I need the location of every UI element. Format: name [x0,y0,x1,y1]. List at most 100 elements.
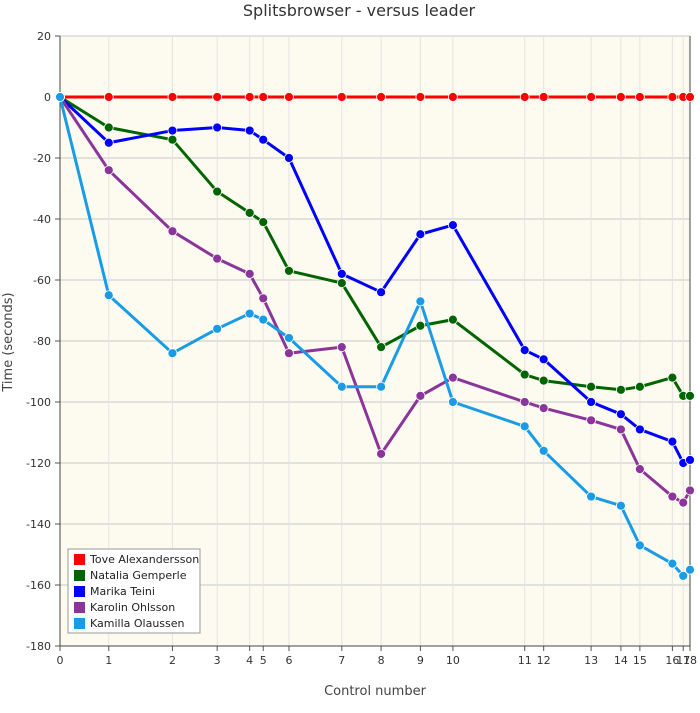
data-point [685,455,695,465]
series-4 [55,92,695,581]
x-tick-label: 1 [105,654,112,667]
series [55,92,695,581]
data-point [685,485,695,496]
data-point [616,424,626,435]
data-point [212,122,223,133]
data-point [678,497,689,508]
x-tick-label: 11 [518,654,532,667]
y-axis-label: Time (seconds) [1,292,16,392]
data-point [284,333,294,343]
x-tick-label: 3 [214,654,221,667]
data-point [258,134,269,145]
data-point [212,186,223,197]
y-tick-label: -100 [26,396,51,409]
data-point [284,153,294,163]
legend-swatch [74,586,85,597]
x-tick-label: 18 [683,654,697,667]
data-point [336,381,347,392]
data-point [284,92,294,102]
legend-entry: Natalia Gemperle [90,569,187,582]
data-point [678,570,689,581]
data-point [667,491,678,502]
x-tick-label: 15 [633,654,647,667]
x-tick-label: 12 [537,654,551,667]
x-tick-label: 17 [676,654,690,667]
data-point [244,92,255,102]
data-point [634,92,645,102]
data-point [244,308,255,319]
data-point [336,278,347,288]
data-point [448,220,458,231]
data-point [103,122,114,133]
data-point [415,390,426,401]
x-tick-label: 9 [417,654,424,667]
x-tick-label: 16 [665,654,679,667]
y-tick-label: -80 [33,335,51,348]
data-point [634,424,645,435]
data-point [519,369,530,380]
legend-swatch [74,602,85,613]
legend-swatch [74,554,85,565]
data-point [167,134,178,145]
legend-box [67,548,201,634]
y-tick-label: -180 [26,640,51,653]
data-point [448,397,458,407]
data-point [258,92,269,102]
x-tick-label: 8 [378,654,385,667]
data-point [586,92,596,102]
legend-entry: Kamilla Olaussen [90,617,185,630]
data-point [616,92,626,102]
data-point [634,540,645,551]
data-point [667,436,678,447]
data-point [212,92,223,102]
x-tick-label: 13 [584,654,598,667]
data-point [586,491,596,502]
data-point [167,92,178,102]
legend-entry: Marika Teini [90,585,155,598]
data-point [284,348,294,359]
data-point [376,448,386,459]
legend-swatch [74,570,85,581]
data-point [586,381,596,392]
data-point [685,390,695,401]
data-point [258,314,269,325]
data-point [538,375,549,386]
x-tick-label: 5 [260,654,267,667]
legend-entry: Karolin Ohlsson [90,601,175,614]
data-point [376,287,386,298]
data-point [538,403,549,414]
data-point [336,342,347,353]
series-3 [55,92,695,508]
y-tick-label: -40 [33,213,51,226]
legend-entry: Tove Alexandersson [89,553,199,566]
y-tick-label: -60 [33,274,51,287]
data-point [376,381,386,392]
data-point [538,445,549,456]
data-point [244,268,255,279]
y-tick-label: -120 [26,457,51,470]
x-axis-label: Control number [324,684,427,699]
data-point [415,296,426,307]
data-point [519,397,530,407]
data-point [376,342,386,353]
data-point [519,345,530,356]
y-tick-label: 20 [37,30,51,43]
legend-swatch [74,618,85,629]
data-point [538,92,549,102]
x-tick-label: 0 [57,654,64,667]
data-point [415,92,426,102]
data-point [634,464,645,475]
data-point [667,92,678,102]
data-point [448,92,458,102]
x-tick-label: 10 [446,654,460,667]
data-point [258,217,269,227]
data-point [685,564,695,575]
x-tick-label: 6 [285,654,292,667]
data-point [667,558,678,569]
data-point [336,92,347,102]
data-point [284,265,294,276]
data-point [538,354,549,365]
data-point [167,125,178,136]
